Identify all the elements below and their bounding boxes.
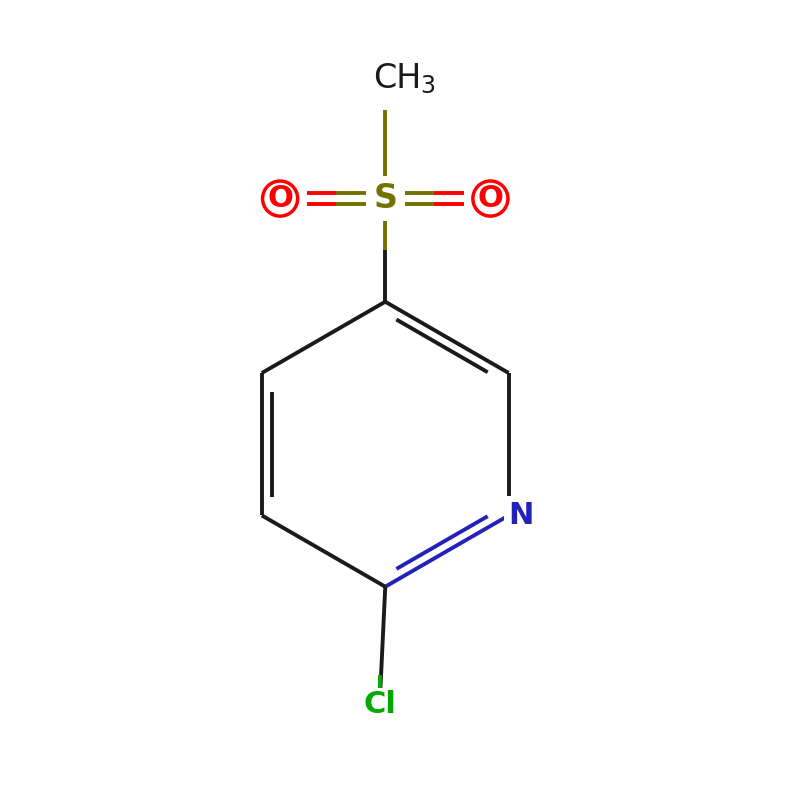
Text: O: O	[478, 184, 503, 213]
Text: N: N	[509, 501, 534, 530]
Text: CH: CH	[374, 62, 422, 95]
Text: S: S	[374, 182, 398, 215]
Text: 3: 3	[421, 74, 436, 98]
Text: Cl: Cl	[364, 690, 397, 719]
Text: O: O	[267, 184, 293, 213]
